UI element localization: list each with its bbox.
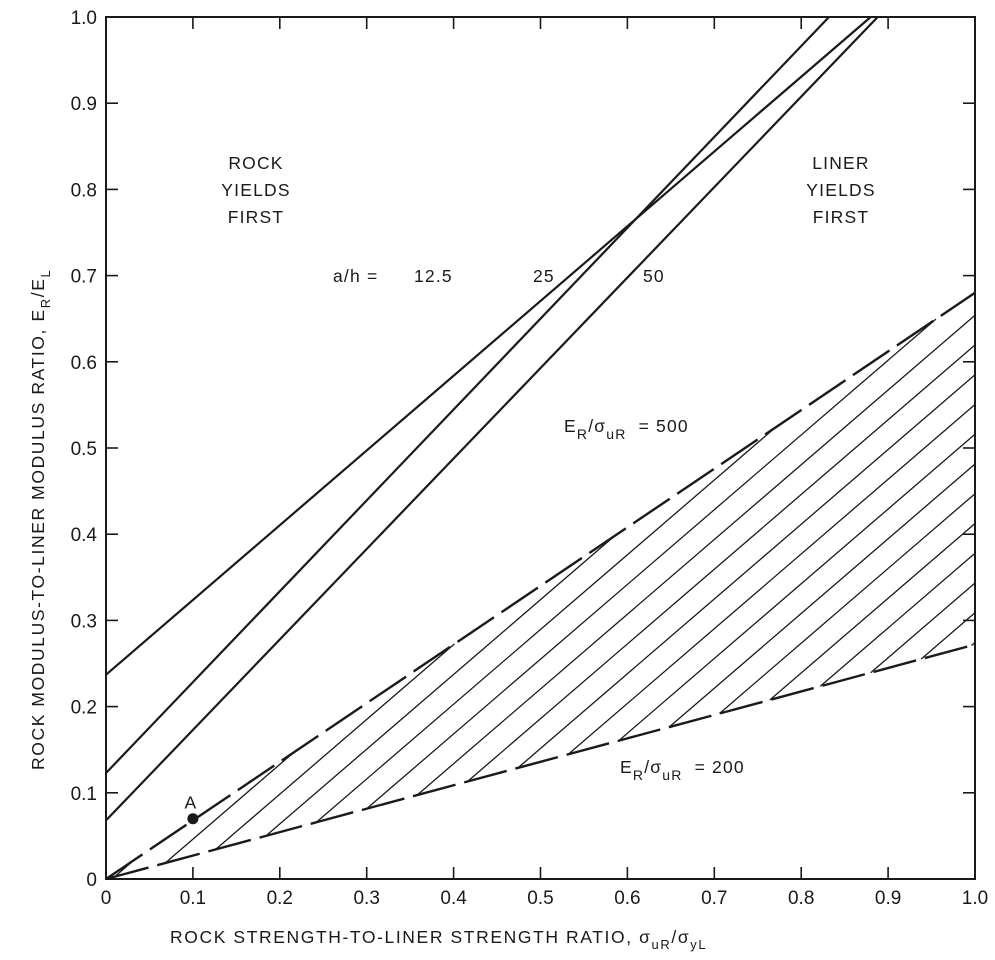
- ah-value-25-label: 25: [533, 266, 555, 286]
- x-tick-label: 0.9: [875, 888, 901, 909]
- svg-text:FIRST: FIRST: [228, 207, 285, 227]
- x-tick-label: 0.2: [267, 888, 293, 909]
- hatch-line: [366, 318, 937, 810]
- hatch-line: [215, 643, 455, 850]
- hatch-line: [819, 552, 976, 687]
- x-axis-label: ROCK STRENGTH-TO-LINER STRENGTH RATIO, σ…: [170, 927, 707, 952]
- hatch-line: [164, 751, 295, 864]
- point-a-marker: [187, 813, 199, 825]
- svg-text:YIELDS: YIELDS: [221, 180, 290, 200]
- y-tick-label: 0.1: [71, 784, 97, 805]
- hatched-region: [114, 314, 976, 878]
- point-a: A: [184, 793, 199, 825]
- series-line-a-h-12-5: [105, 16, 872, 676]
- hatch-line: [517, 374, 976, 769]
- point-a-label: A: [184, 793, 197, 813]
- series-lines: [105, 16, 976, 881]
- y-tick-label: 0.8: [71, 180, 97, 201]
- hatch-line: [467, 344, 976, 782]
- x-tick-label: 0.8: [788, 888, 814, 909]
- rock-yields-first-label: ROCK YIELDS FIRST: [221, 153, 290, 227]
- x-tick-label: 0: [101, 888, 112, 909]
- series-line-er-ur-500: [105, 291, 976, 880]
- y-tick-label: 0: [86, 870, 97, 891]
- er-ratio-200-label: ER/σuR = 200: [620, 757, 745, 783]
- x-tick-label: 0.4: [440, 888, 467, 909]
- y-tick-label: 0.7: [71, 267, 97, 288]
- svg-text:YIELDS: YIELDS: [806, 180, 875, 200]
- x-tick-label: 0.5: [527, 888, 553, 909]
- y-tick-label: 0.2: [71, 698, 97, 719]
- hatch-line: [416, 314, 976, 796]
- x-tick-label: 1.0: [962, 888, 988, 909]
- hatch-line: [668, 463, 976, 728]
- series-line-25: [105, 16, 830, 774]
- ah-prefix-label: a/h =: [333, 266, 378, 286]
- y-tick-label: 0.5: [71, 439, 97, 460]
- y-axis-label: ROCK MODULUS-TO-LINER MODULUS RATIO, ER/…: [28, 269, 53, 770]
- ah-value-50-label: 50: [643, 266, 665, 286]
- y-tick-label: 0.9: [71, 94, 97, 115]
- x-tick-label: 0.6: [614, 888, 640, 909]
- x-tick-label: 0.1: [180, 888, 206, 909]
- hatch-line: [265, 535, 616, 837]
- hatch-line: [618, 433, 976, 742]
- svg-text:FIRST: FIRST: [813, 207, 870, 227]
- hatch-line: [870, 582, 976, 674]
- er-ratio-500-label: ER/σuR = 500: [564, 416, 689, 442]
- y-tick-label: 0.3: [71, 611, 97, 632]
- hatch-line: [567, 404, 976, 755]
- axis-ticks: 0 0.1 0.2 0.3 0.4 0.5 0.6 0.7 0.8 0.9 1.0 0 0.1 0.2 0.…: [71, 8, 989, 909]
- series-line-50: [105, 16, 879, 822]
- series-line-er-ur-200: [105, 643, 976, 881]
- y-tick-label: 0.4: [71, 525, 98, 546]
- hatch-line: [769, 523, 976, 701]
- hatch-line: [719, 493, 976, 714]
- ah-value-12-5-label: 12.5: [414, 266, 453, 286]
- y-tick-label: 1.0: [71, 8, 97, 29]
- x-tick-label: 0.3: [353, 888, 379, 909]
- liner-yields-first-label: LINER YIELDS FIRST: [806, 153, 875, 227]
- x-tick-label: 0.7: [701, 888, 727, 909]
- hatch-line: [315, 426, 777, 823]
- svg-text:LINER: LINER: [812, 153, 870, 173]
- y-tick-label: 0.6: [71, 353, 97, 374]
- svg-text:ROCK: ROCK: [228, 153, 283, 173]
